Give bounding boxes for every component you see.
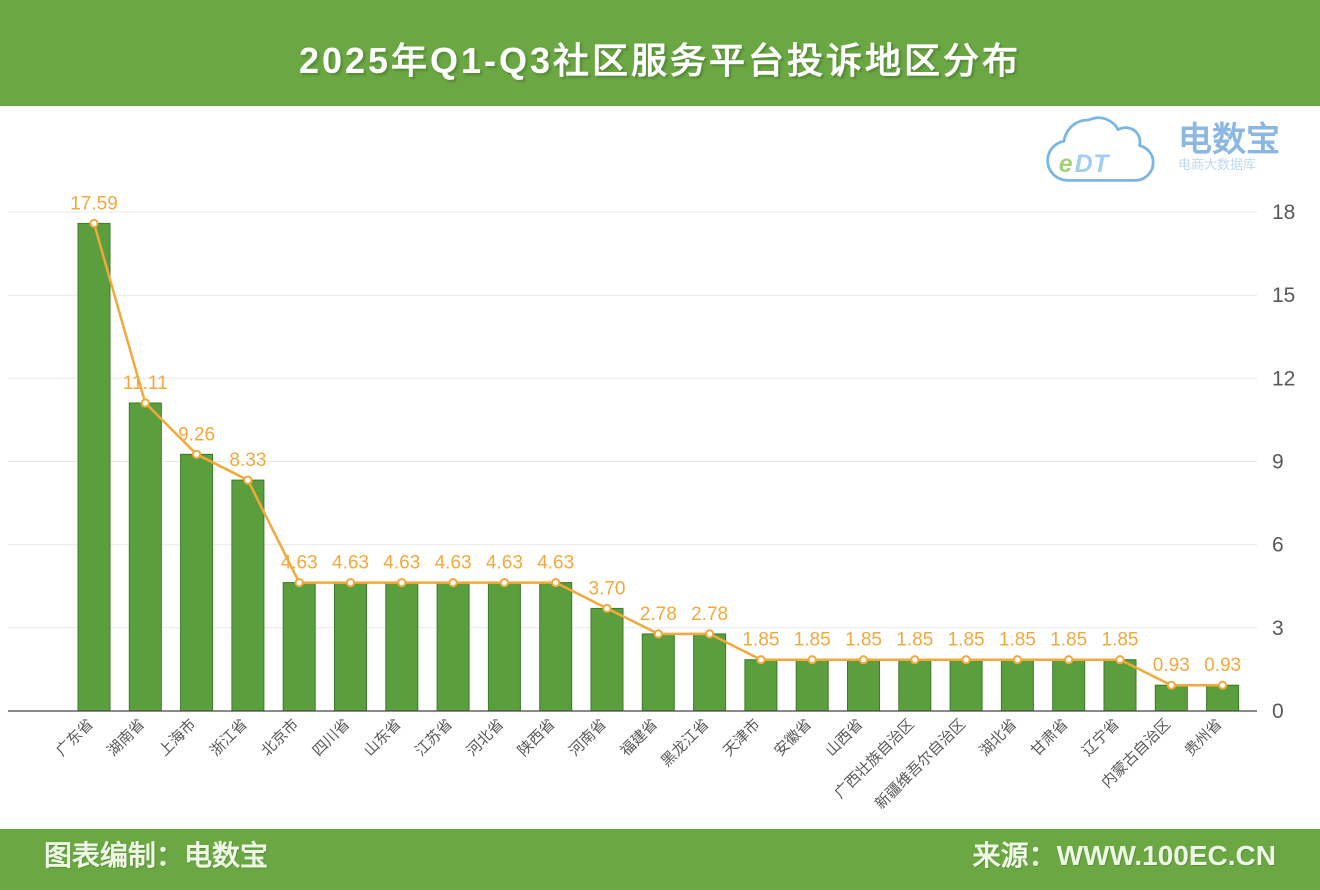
svg-text:1.85: 1.85 [742,630,779,651]
svg-text:甘肃省: 甘肃省 [1028,716,1072,760]
svg-text:0: 0 [1272,700,1284,723]
svg-text:T: T [1093,151,1110,178]
svg-text:浙江省: 浙江省 [207,716,251,760]
svg-text:D: D [1075,151,1093,178]
svg-text:18: 18 [1272,201,1295,224]
svg-text:6: 6 [1272,534,1284,557]
svg-text:上海市: 上海市 [156,716,200,760]
svg-text:天津市: 天津市 [720,716,764,760]
svg-text:福建省: 福建省 [617,716,661,760]
svg-text:湖南省: 湖南省 [104,716,148,760]
svg-text:9: 9 [1272,451,1284,474]
svg-text:广东省: 广东省 [53,716,97,760]
svg-text:1.85: 1.85 [896,630,933,651]
svg-text:1.85: 1.85 [948,630,985,651]
svg-text:4.63: 4.63 [486,553,523,574]
svg-text:4.63: 4.63 [537,553,574,574]
svg-text:陕西省: 陕西省 [515,716,559,760]
svg-text:四川省: 四川省 [309,716,353,760]
svg-text:4.63: 4.63 [383,553,420,574]
svg-text:e: e [1059,151,1073,178]
svg-text:2.78: 2.78 [640,604,677,625]
svg-text:河北省: 河北省 [463,716,507,760]
svg-text:江苏省: 江苏省 [412,716,456,760]
svg-text:湖北省: 湖北省 [976,716,1020,760]
svg-text:1.85: 1.85 [999,630,1036,651]
svg-text:电数宝: 电数宝 [1178,121,1280,159]
svg-text:4.63: 4.63 [435,553,472,574]
svg-text:北京市: 北京市 [258,716,302,760]
svg-text:1.85: 1.85 [1050,630,1087,651]
svg-text:15: 15 [1272,284,1295,307]
svg-text:黑龙江省: 黑龙江省 [658,716,712,770]
svg-text:8.33: 8.33 [229,450,266,471]
svg-text:辽宁省: 辽宁省 [1079,716,1123,760]
svg-text:11.11: 11.11 [123,373,168,394]
svg-text:山西省: 山西省 [822,716,866,760]
svg-text:1.85: 1.85 [794,630,831,651]
svg-text:3.70: 3.70 [589,578,626,599]
svg-text:3: 3 [1272,617,1284,640]
svg-text:山东省: 山东省 [361,716,405,760]
svg-text:电商大数据库: 电商大数据库 [1178,157,1256,172]
svg-text:0.93: 0.93 [1153,655,1190,676]
svg-text:17.59: 17.59 [70,193,118,214]
svg-text:1.85: 1.85 [1102,630,1139,651]
svg-text:12: 12 [1272,367,1295,390]
svg-text:安徽省: 安徽省 [771,716,815,760]
svg-text:新疆维吾尔自治区: 新疆维吾尔自治区 [872,716,969,813]
svg-text:2.78: 2.78 [691,604,728,625]
svg-text:贵州省: 贵州省 [1182,716,1226,760]
svg-text:河南省: 河南省 [566,716,610,760]
svg-text:4.63: 4.63 [281,553,318,574]
svg-text:4.63: 4.63 [332,553,369,574]
svg-text:0.93: 0.93 [1204,655,1241,676]
svg-text:9.26: 9.26 [178,424,215,445]
svg-text:1.85: 1.85 [845,630,882,651]
